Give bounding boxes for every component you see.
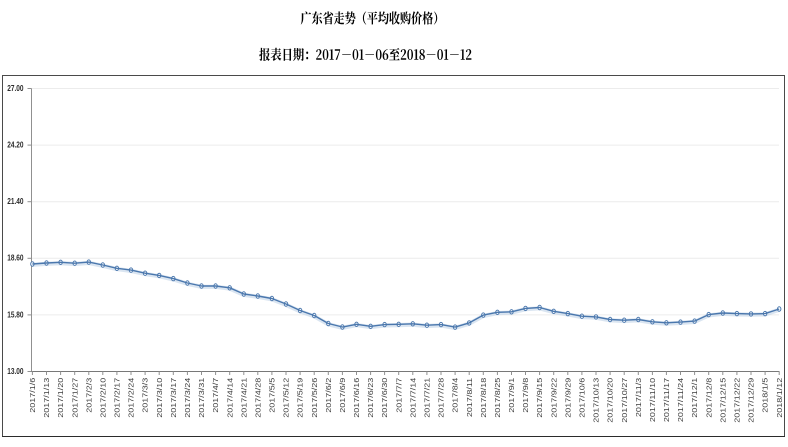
svg-text:2017/10/20: 2017/10/20 bbox=[607, 377, 615, 423]
svg-text:2017/10/27: 2017/10/27 bbox=[621, 377, 629, 423]
svg-text:2017/11/24: 2017/11/24 bbox=[677, 377, 685, 422]
svg-text:15.80: 15.80 bbox=[7, 309, 23, 319]
svg-text:2017/7/7: 2017/7/7 bbox=[395, 377, 403, 413]
svg-text:2017/8/25: 2017/8/25 bbox=[494, 377, 502, 418]
svg-text:2017/4/21: 2017/4/21 bbox=[240, 377, 248, 418]
svg-text:2017/1/27: 2017/1/27 bbox=[71, 377, 79, 418]
svg-text:18.60: 18.60 bbox=[7, 253, 23, 263]
svg-text:13.00: 13.00 bbox=[7, 366, 23, 376]
svg-text:2017/9/22: 2017/9/22 bbox=[550, 377, 558, 418]
svg-text:2017/12/29: 2017/12/29 bbox=[748, 377, 756, 423]
svg-text:2017/6/2: 2017/6/2 bbox=[325, 377, 333, 413]
svg-text:2017/3/10: 2017/3/10 bbox=[156, 377, 164, 418]
svg-text:2017/6/30: 2017/6/30 bbox=[381, 377, 389, 418]
svg-text:2017/4/7: 2017/4/7 bbox=[212, 377, 220, 413]
svg-text:2017/8/4: 2017/8/4 bbox=[452, 377, 460, 413]
svg-text:24.20: 24.20 bbox=[7, 140, 23, 150]
svg-text:2017/11/3: 2017/11/3 bbox=[635, 377, 643, 417]
svg-text:2017/10/13: 2017/10/13 bbox=[593, 377, 601, 423]
svg-text:2017/5/26: 2017/5/26 bbox=[311, 377, 319, 418]
svg-text:2017/4/28: 2017/4/28 bbox=[254, 377, 262, 418]
svg-text:2017/1/13: 2017/1/13 bbox=[43, 377, 51, 418]
svg-text:2017/5/5: 2017/5/5 bbox=[268, 377, 276, 413]
svg-text:2017/7/14: 2017/7/14 bbox=[409, 377, 417, 418]
svg-text:2017/9/8: 2017/9/8 bbox=[522, 377, 530, 413]
svg-text:2017/3/3: 2017/3/3 bbox=[142, 377, 150, 413]
svg-text:2017/12/1: 2017/12/1 bbox=[691, 377, 699, 418]
svg-text:2017/3/24: 2017/3/24 bbox=[184, 377, 192, 418]
svg-text:2017/10/6: 2017/10/6 bbox=[578, 377, 586, 418]
svg-text:2017/5/12: 2017/5/12 bbox=[283, 377, 291, 418]
svg-text:2017/6/16: 2017/6/16 bbox=[353, 377, 361, 418]
svg-text:2017/8/18: 2017/8/18 bbox=[480, 377, 488, 418]
svg-text:2017/12/15: 2017/12/15 bbox=[719, 377, 727, 423]
svg-text:2017/3/31: 2017/3/31 bbox=[198, 377, 206, 418]
svg-text:2017/12/22: 2017/12/22 bbox=[733, 377, 741, 423]
svg-text:2017/2/3: 2017/2/3 bbox=[85, 377, 93, 413]
svg-text:2017/3/17: 2017/3/17 bbox=[170, 377, 178, 418]
svg-text:2017/12/8: 2017/12/8 bbox=[705, 377, 713, 418]
svg-text:2017/7/21: 2017/7/21 bbox=[423, 377, 431, 418]
svg-text:2017/9/29: 2017/9/29 bbox=[564, 377, 572, 418]
svg-text:2018/1/5: 2018/1/5 bbox=[762, 377, 770, 413]
svg-text:2017/4/14: 2017/4/14 bbox=[226, 377, 234, 418]
svg-text:2017/7/28: 2017/7/28 bbox=[438, 377, 446, 418]
svg-text:2017/2/24: 2017/2/24 bbox=[128, 377, 136, 418]
svg-text:2017/11/10: 2017/11/10 bbox=[649, 377, 657, 422]
svg-text:2017/2/10: 2017/2/10 bbox=[99, 377, 107, 418]
svg-text:2017/9/15: 2017/9/15 bbox=[536, 377, 544, 418]
svg-text:2018/1/12: 2018/1/12 bbox=[776, 377, 784, 418]
svg-text:2017/6/9: 2017/6/9 bbox=[339, 377, 347, 413]
svg-text:21.40: 21.40 bbox=[7, 196, 23, 206]
svg-text:2017/5/19: 2017/5/19 bbox=[297, 377, 305, 418]
svg-text:2017/6/23: 2017/6/23 bbox=[367, 377, 375, 418]
svg-text:2017/2/17: 2017/2/17 bbox=[113, 377, 121, 418]
svg-text:2017/8/11: 2017/8/11 bbox=[466, 377, 474, 417]
svg-text:2017/11/17: 2017/11/17 bbox=[663, 377, 671, 422]
svg-text:27.00: 27.00 bbox=[7, 83, 23, 93]
svg-text:2017/9/1: 2017/9/1 bbox=[508, 377, 516, 413]
svg-text:2017/1/6: 2017/1/6 bbox=[29, 377, 37, 413]
svg-text:2017/1/20: 2017/1/20 bbox=[57, 377, 65, 418]
